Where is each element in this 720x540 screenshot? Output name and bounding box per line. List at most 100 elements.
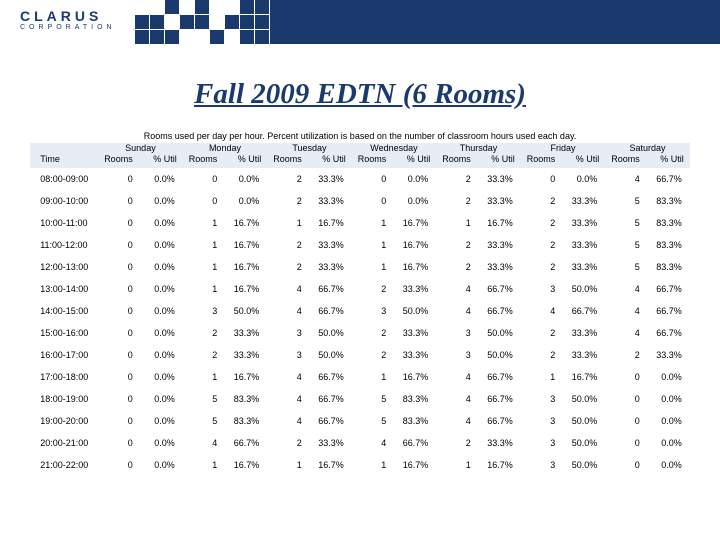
rooms-cell: 3 [521,388,562,410]
rooms-cell: 2 [521,234,562,256]
rooms-cell: 2 [436,256,477,278]
util-cell: 83.3% [223,410,267,432]
util-cell: 16.7% [392,234,436,256]
logo-squares [135,0,269,44]
table-row: 12:00-13:0000.0%116.7%233.3%116.7%233.3%… [30,256,690,278]
table-row: 16:00-17:0000.0%233.3%350.0%233.3%350.0%… [30,344,690,366]
time-cell: 09:00-10:00 [30,190,98,212]
rooms-cell: 2 [521,256,562,278]
rooms-cell: 0 [98,322,139,344]
util-cell: 0.0% [223,168,267,190]
table-row: 08:00-09:0000.0%00.0%233.3%00.0%233.3%00… [30,168,690,190]
util-cell: 33.3% [223,344,267,366]
rooms-cell: 0 [98,366,139,388]
time-cell: 16:00-17:00 [30,344,98,366]
rooms-cell: 0 [605,388,646,410]
time-cell: 20:00-21:00 [30,432,98,454]
rooms-cell: 1 [352,454,393,476]
util-cell: 83.3% [646,234,690,256]
sub-header: % Util [561,154,605,168]
rooms-cell: 0 [605,454,646,476]
table-row: 14:00-15:0000.0%350.0%466.7%350.0%466.7%… [30,300,690,322]
util-cell: 83.3% [392,410,436,432]
util-cell: 33.3% [561,234,605,256]
util-cell: 50.0% [308,322,352,344]
rooms-cell: 4 [436,300,477,322]
util-cell: 0.0% [139,278,183,300]
util-cell: 16.7% [477,454,521,476]
table-row: 13:00-14:0000.0%116.7%466.7%233.3%466.7%… [30,278,690,300]
rooms-cell: 1 [436,212,477,234]
table-row: 19:00-20:0000.0%583.3%466.7%583.3%466.7%… [30,410,690,432]
rooms-cell: 4 [267,388,308,410]
day-header: Saturday [605,143,690,154]
rooms-cell: 4 [436,410,477,432]
rooms-cell: 1 [183,454,224,476]
rooms-cell: 4 [605,322,646,344]
time-cell: 19:00-20:00 [30,410,98,432]
rooms-cell: 0 [98,432,139,454]
util-cell: 0.0% [646,410,690,432]
sub-header: % Util [477,154,521,168]
util-cell: 66.7% [308,388,352,410]
util-cell: 0.0% [139,190,183,212]
rooms-cell: 1 [267,212,308,234]
rooms-cell: 0 [98,190,139,212]
util-cell: 66.7% [308,300,352,322]
rooms-cell: 2 [521,190,562,212]
rooms-cell: 2 [352,344,393,366]
rooms-cell: 0 [98,212,139,234]
rooms-cell: 0 [352,168,393,190]
rooms-cell: 0 [98,388,139,410]
util-cell: 0.0% [646,454,690,476]
rooms-cell: 0 [98,278,139,300]
sub-header: % Util [392,154,436,168]
rooms-cell: 5 [605,190,646,212]
util-cell: 66.7% [646,300,690,322]
sub-header: Rooms [98,154,139,168]
rooms-cell: 4 [267,278,308,300]
rooms-cell: 1 [183,234,224,256]
util-cell: 0.0% [139,454,183,476]
util-cell: 50.0% [561,278,605,300]
sub-header: Rooms [521,154,562,168]
util-cell: 0.0% [139,300,183,322]
time-header: Time [30,154,98,168]
rooms-cell: 1 [183,256,224,278]
time-cell: 15:00-16:00 [30,322,98,344]
util-cell: 0.0% [139,212,183,234]
rooms-cell: 4 [436,366,477,388]
rooms-cell: 2 [183,322,224,344]
rooms-cell: 5 [605,256,646,278]
rooms-cell: 1 [183,366,224,388]
rooms-cell: 4 [605,300,646,322]
rooms-cell: 2 [267,256,308,278]
util-cell: 66.7% [646,278,690,300]
util-cell: 16.7% [392,454,436,476]
day-header: Monday [183,143,268,154]
rooms-cell: 2 [183,344,224,366]
rooms-cell: 3 [436,344,477,366]
rooms-cell: 4 [183,432,224,454]
util-cell: 33.3% [646,344,690,366]
util-cell: 0.0% [646,366,690,388]
utilization-table: SundayMondayTuesdayWednesdayThursdayFrid… [30,143,690,476]
util-cell: 16.7% [223,256,267,278]
util-cell: 16.7% [308,212,352,234]
time-cell: 21:00-22:00 [30,454,98,476]
sub-header: % Util [139,154,183,168]
rooms-cell: 0 [98,256,139,278]
rooms-cell: 1 [352,234,393,256]
time-cell: 10:00-11:00 [30,212,98,234]
rooms-cell: 3 [521,432,562,454]
rooms-cell: 4 [605,168,646,190]
util-cell: 50.0% [561,454,605,476]
rooms-cell: 2 [521,344,562,366]
util-cell: 66.7% [392,432,436,454]
util-cell: 83.3% [646,256,690,278]
util-cell: 16.7% [223,234,267,256]
rooms-cell: 1 [267,454,308,476]
util-cell: 33.3% [308,190,352,212]
rooms-cell: 0 [98,344,139,366]
rooms-cell: 5 [605,234,646,256]
